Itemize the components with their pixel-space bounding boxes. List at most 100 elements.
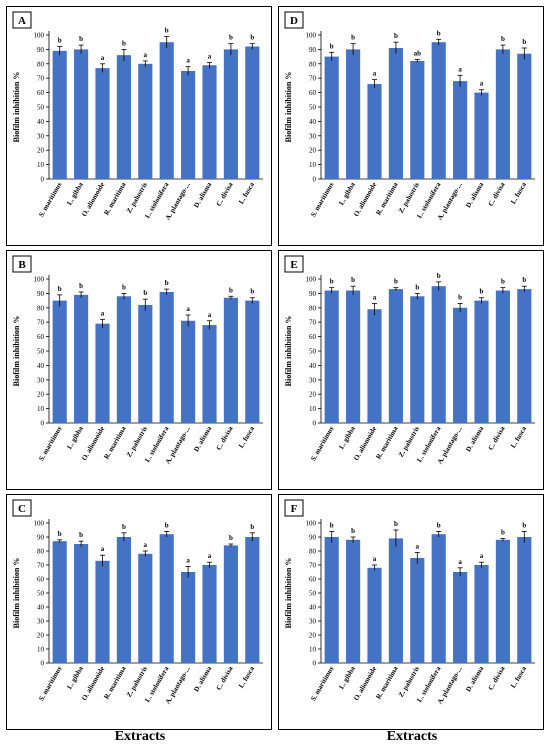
panel-letter: C — [18, 503, 26, 515]
y-tick-label: 30 — [309, 618, 317, 626]
y-tick-label: 10 — [309, 646, 317, 654]
bar — [95, 68, 110, 179]
significance-letter: b — [501, 528, 505, 536]
x-category-label: S. maritimus — [37, 665, 63, 703]
significance-letter: b — [522, 521, 526, 529]
bar — [346, 49, 361, 180]
y-tick-label: 90 — [309, 46, 317, 54]
significance-letter: a — [186, 556, 190, 564]
chart-panel-F: F Biofilm inhibition % 0 10 20 30 40 50 60 70 80 90… — [284, 499, 535, 706]
y-tick-label: 20 — [37, 391, 45, 399]
bar — [388, 47, 403, 180]
y-tick-label: 80 — [37, 60, 45, 68]
bar — [138, 63, 153, 179]
significance-letter: b — [229, 34, 233, 42]
y-tick-label: 40 — [37, 118, 45, 126]
bar — [116, 55, 131, 179]
bar — [431, 42, 446, 180]
significance-letter: b — [122, 283, 126, 291]
y-tick-label: 30 — [309, 132, 317, 140]
bar — [74, 544, 89, 663]
x-category-label: S. maritimus — [37, 425, 63, 463]
x-category-label: Z. palustris — [125, 665, 149, 699]
y-tick-label: 70 — [309, 562, 317, 570]
significance-letter: a — [144, 541, 148, 549]
y-tick-label: 60 — [309, 576, 317, 584]
x-category-label: L. gibba — [65, 181, 85, 207]
bar — [431, 534, 446, 663]
bar — [474, 300, 489, 423]
y-tick-label: 60 — [309, 89, 317, 97]
panel-letter: B — [18, 259, 26, 271]
significance-letter: b — [165, 279, 169, 287]
x-category-label: S. maritimus — [37, 181, 63, 219]
bar — [116, 296, 131, 423]
y-tick-label: 30 — [37, 618, 45, 626]
significance-letter: b — [330, 521, 334, 529]
panel-letter-box — [284, 499, 304, 517]
bar — [324, 290, 339, 423]
bar — [495, 290, 510, 423]
y-tick-label: 70 — [37, 319, 45, 327]
y-axis-label: Biofilm inhibition % — [12, 316, 21, 387]
y-tick-label: 60 — [37, 89, 45, 97]
y-tick-label: 10 — [37, 405, 45, 413]
significance-letter: b — [351, 276, 355, 284]
bar — [517, 53, 532, 179]
panel-D-frame: D Biofilm inhibition % 0 10 20 30 40 50 60 70 80 90… — [278, 6, 544, 246]
x-category-label: D. alisma — [192, 425, 213, 454]
significance-letter: a — [373, 555, 377, 563]
x-category-label: L. gibba — [337, 425, 357, 451]
significance-letter: a — [186, 305, 190, 313]
chart-panel-C: C Biofilm inhibition % 0 10 20 30 40 50 60 70 80 90… — [12, 499, 263, 706]
bar — [517, 289, 532, 423]
chart-panel-E: E Biofilm inhibition % 0 10 20 30 40 50 60 70 80 90… — [284, 255, 535, 466]
y-tick-label: 90 — [309, 534, 317, 542]
x-category-label: S. maritimus — [309, 425, 335, 463]
significance-letter: b — [351, 34, 355, 42]
bar — [202, 65, 217, 179]
y-tick-label: 0 — [313, 660, 317, 668]
bar — [324, 537, 339, 663]
panel-C-frame: C Biofilm inhibition % 0 10 20 30 40 50 60 70 80 90… — [6, 494, 272, 730]
y-tick-label: 70 — [309, 319, 317, 327]
bar — [245, 537, 260, 663]
significance-letter: a — [208, 311, 212, 319]
significance-letter: a — [416, 542, 420, 550]
y-tick-label: 80 — [37, 548, 45, 556]
y-tick-label: 40 — [37, 604, 45, 612]
x-category-label: D. alisma — [464, 425, 485, 454]
y-tick-label: 0 — [41, 420, 45, 428]
y-tick-label: 50 — [309, 348, 317, 356]
panel-letter-box — [284, 255, 304, 273]
y-tick-label: 10 — [37, 161, 45, 169]
x-category-label: Z. palustris — [125, 425, 149, 459]
y-tick-label: 50 — [309, 590, 317, 598]
significance-letter: a — [144, 51, 148, 59]
significance-letter: b — [229, 534, 233, 542]
y-tick-label: 100 — [34, 32, 45, 40]
significance-letter: b — [351, 527, 355, 535]
x-category-label: L. fusca — [237, 425, 256, 450]
bar — [245, 46, 260, 179]
panel-A-frame: A Biofilm inhibition % 0 10 20 30 40 50 60 70 80 90… — [6, 6, 272, 246]
bar — [202, 565, 217, 663]
panel-letter: E — [290, 259, 297, 271]
y-tick-label: 80 — [309, 548, 317, 556]
y-tick-label: 50 — [37, 590, 45, 598]
y-tick-label: 10 — [309, 161, 317, 169]
bar — [181, 71, 196, 179]
bar — [495, 49, 510, 180]
bar — [388, 289, 403, 423]
panel-letter-box — [12, 255, 32, 273]
significance-letter: b — [58, 530, 62, 538]
significance-letter: b — [250, 523, 254, 531]
x-category-label: D. alisma — [192, 665, 213, 694]
significance-letter: b — [122, 523, 126, 531]
significance-letter: b — [394, 520, 398, 528]
bar — [245, 300, 260, 423]
x-category-label: C. divisa — [487, 181, 507, 208]
y-tick-label: 70 — [309, 75, 317, 83]
bar — [159, 534, 174, 663]
